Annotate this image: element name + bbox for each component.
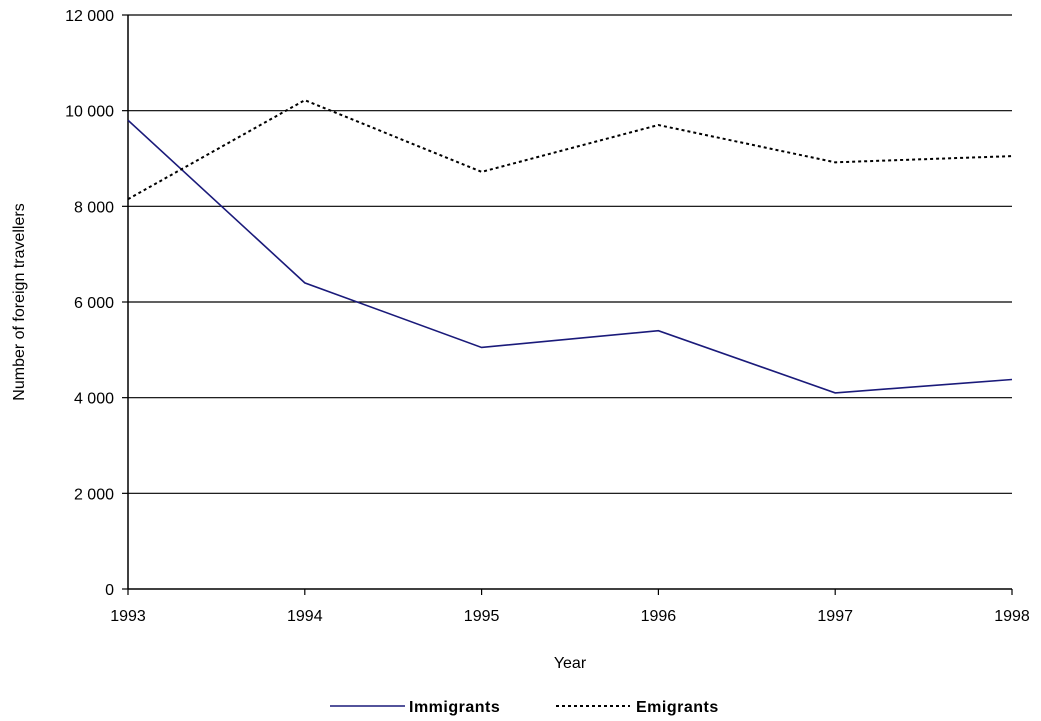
series-line-emigrants xyxy=(127,99,1013,201)
legend: Immigrants Emigrants xyxy=(330,699,719,716)
x-tick-label: 1998 xyxy=(994,608,1030,625)
y-axis-title: Number of foreign travellers xyxy=(11,203,28,400)
x-tick-label: 1995 xyxy=(464,608,500,625)
x-axis-title: Year xyxy=(554,655,587,672)
legend-label-emigrants: Emigrants xyxy=(636,699,719,716)
legend-label-immigrants: Immigrants xyxy=(409,699,500,716)
x-tick-label: 1994 xyxy=(287,608,323,625)
series-line-immigrants xyxy=(127,119,1013,394)
series-lines xyxy=(127,99,1013,394)
y-tick-label: 4 000 xyxy=(74,391,114,408)
y-ticks: 0 2 000 4 000 6 000 8 000 10 000 12 000 xyxy=(65,8,128,599)
x-ticks: 1993 1994 1995 1996 1997 1998 xyxy=(110,589,1030,625)
x-tick-label: 1993 xyxy=(110,608,146,625)
y-tick-label: 8 000 xyxy=(74,199,114,216)
y-tick-label: 2 000 xyxy=(74,486,114,503)
gridlines xyxy=(128,14,1012,494)
x-tick-label: 1996 xyxy=(641,608,677,625)
x-tick-label: 1997 xyxy=(817,608,853,625)
y-tick-label: 12 000 xyxy=(65,8,114,25)
y-tick-label: 0 xyxy=(105,582,114,599)
y-tick-label: 10 000 xyxy=(65,104,114,121)
y-tick-label: 6 000 xyxy=(74,295,114,312)
